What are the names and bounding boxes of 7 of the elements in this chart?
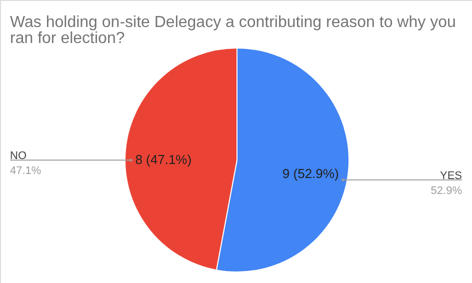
text: 47.1% — [10, 165, 42, 178]
chart-title: Was holding on-site Delegacy a contributing reason to why you ran for election? — [10, 14, 456, 47]
slice-label: YES — [440, 170, 462, 182]
text: 52.9% — [430, 184, 462, 197]
data-label: 9 (52.9%) — [282, 166, 339, 181]
data-label: 8 (47.1%) — [135, 152, 192, 168]
slice-label: NO — [10, 150, 27, 162]
